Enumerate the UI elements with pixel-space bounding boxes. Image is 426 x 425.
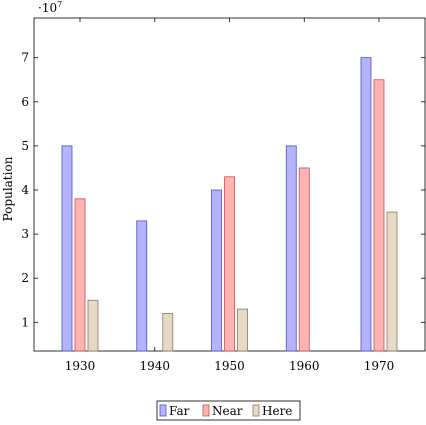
bar-here-1950: [237, 308, 248, 352]
plot-area: 1 2 3 4 5 6 7 1930 1940 1950 1960 1970: [21, 17, 426, 373]
bar-far-1960: [285, 145, 297, 352]
y-tick-label: 6: [21, 95, 29, 109]
y-tick-label: 3: [21, 227, 29, 241]
x-tick-label: 1950: [214, 359, 245, 373]
bar-here-1970: [386, 211, 398, 352]
y-tick-label: 1: [21, 315, 29, 329]
x-tick-label: 1970: [364, 359, 395, 373]
bar-near-1960: [298, 167, 310, 352]
y-tick-label: 5: [21, 139, 29, 153]
bar-far-1930: [61, 145, 73, 352]
bar-near-1970: [373, 79, 385, 352]
x-tick-label: 1960: [289, 359, 320, 373]
legend-box: [156, 400, 301, 421]
legend-swatch-here: [252, 404, 260, 417]
x-tick-label: 1930: [65, 359, 96, 373]
legend-swatch-far: [159, 404, 167, 417]
y-tick-label: 7: [21, 51, 29, 65]
legend-swatch-near: [202, 404, 210, 417]
y-multiplier-exponent: 7: [57, 0, 62, 9]
bar-here-1940: [162, 313, 174, 352]
bar-far-1950: [211, 189, 222, 352]
y-tick-label: 4: [21, 183, 29, 197]
y-tick-label: 2: [21, 271, 29, 285]
bar-far-1940: [136, 220, 148, 352]
legend-label-near: Near: [212, 404, 243, 418]
y-axis-label: Population: [1, 156, 15, 221]
x-tick-label: 1940: [139, 359, 170, 373]
y-multiplier-label: ·107: [38, 0, 62, 15]
bar-near-1950: [224, 176, 235, 352]
bar-far-1970: [360, 57, 372, 352]
legend-label-here: Here: [262, 404, 292, 418]
legend-label-far: Far: [169, 404, 190, 418]
bar-near-1930: [74, 198, 86, 352]
bar-here-1930: [87, 299, 99, 352]
legend: Far Near Here: [156, 400, 301, 421]
